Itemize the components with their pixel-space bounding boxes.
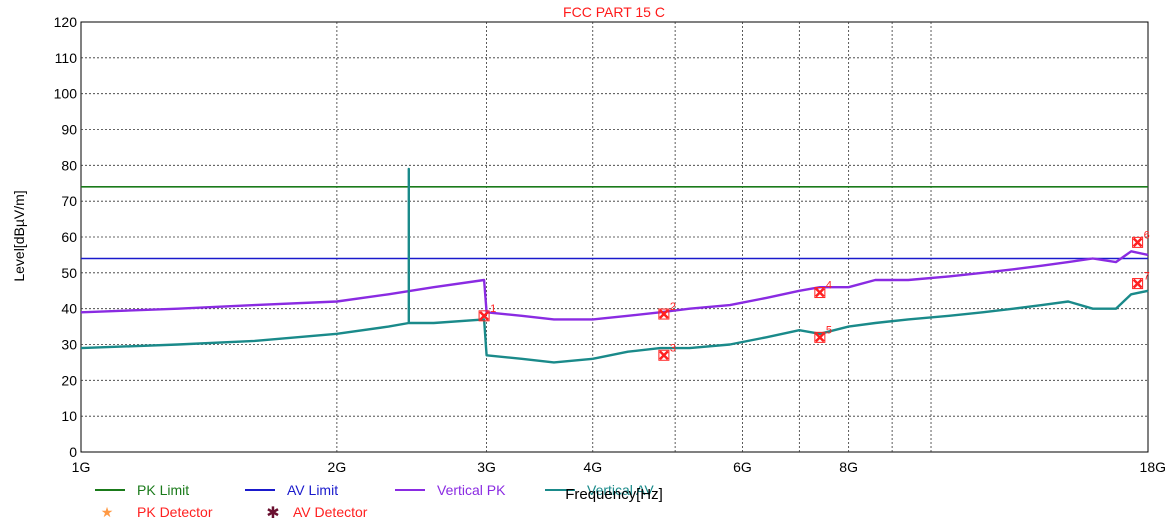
legend-item: ✱ AV Detector bbox=[266, 504, 367, 522]
y-tick-label: 120 bbox=[54, 14, 78, 30]
marker-x-stroke bbox=[659, 350, 669, 361]
y-tick-label: 50 bbox=[61, 265, 77, 281]
legend-item: PK Limit bbox=[95, 482, 189, 498]
x-tick-label: 4G bbox=[583, 459, 602, 475]
legend-label: PK Limit bbox=[137, 482, 189, 498]
legend-label: AV Limit bbox=[287, 482, 338, 498]
legend-item: AV Limit bbox=[245, 482, 338, 498]
legend-label: Vertical PK bbox=[437, 482, 506, 498]
star-icon: ★ bbox=[101, 504, 114, 520]
detector-marker: 5 bbox=[814, 324, 832, 343]
x-tick-label: 2G bbox=[328, 459, 347, 475]
detector-marker: 4 bbox=[814, 280, 832, 299]
marker-box bbox=[814, 287, 826, 299]
x-axis-label: Frequency[Hz] bbox=[565, 486, 663, 503]
series-line-vertical-av bbox=[80, 167, 1149, 364]
legend-label: PK Detector bbox=[137, 504, 213, 520]
chart-title: FCC PART 15 C bbox=[563, 4, 665, 20]
x-tick-label: 8G bbox=[839, 459, 858, 475]
x-tick-label: 18G bbox=[1140, 459, 1166, 475]
marker-box bbox=[1132, 278, 1144, 290]
marker-x-stroke bbox=[659, 309, 669, 319]
marker-box bbox=[814, 331, 826, 343]
y-tick-label: 80 bbox=[61, 157, 77, 173]
y-tick-label: 30 bbox=[61, 337, 77, 353]
marker-box bbox=[1132, 236, 1144, 248]
legend-item: Vertical PK bbox=[395, 482, 506, 498]
legend-label: Vertical AV bbox=[587, 482, 654, 498]
marker-label: 2 bbox=[670, 301, 676, 313]
marker-x-stroke bbox=[479, 310, 489, 321]
series-layer bbox=[80, 167, 1149, 364]
marker-label: 6 bbox=[1144, 229, 1150, 241]
legend-item: ★ PK Detector bbox=[101, 504, 213, 520]
detector-marker: 1 bbox=[478, 303, 496, 322]
markers-layer: 1 2 3 4 5 6 7 bbox=[478, 229, 1150, 361]
y-tick-label: 10 bbox=[61, 408, 77, 424]
x-tick-label: 1G bbox=[72, 459, 91, 475]
marker-x-stroke bbox=[1132, 237, 1143, 248]
asterisk-icon: ✱ bbox=[266, 505, 279, 522]
grid bbox=[81, 22, 1148, 452]
y-tick-label: 0 bbox=[69, 444, 77, 460]
legend-label: AV Detector bbox=[293, 504, 368, 520]
marker-x-stroke bbox=[814, 287, 825, 298]
y-tick-label: 100 bbox=[54, 86, 78, 102]
detector-marker: 6 bbox=[1132, 229, 1150, 248]
marker-label: 7 bbox=[1144, 271, 1150, 283]
x-tick-label: 3G bbox=[477, 459, 496, 475]
marker-label: 3 bbox=[670, 342, 676, 354]
series-line-vertical-pk bbox=[80, 250, 1149, 321]
marker-box bbox=[658, 349, 670, 361]
detector-marker: 3 bbox=[658, 342, 676, 361]
marker-label: 4 bbox=[826, 280, 832, 292]
detector-marker: 2 bbox=[658, 301, 676, 320]
y-tick-label: 90 bbox=[61, 122, 77, 138]
marker-box bbox=[478, 310, 490, 322]
marker-label: 5 bbox=[826, 324, 832, 336]
tick-labels: 0 10 20 30 40 50 60 70 80 90 100 110 120 1G 2G 3G 4G 6G 8G… bbox=[54, 14, 1166, 475]
y-axis-label: Level[dBµV/m] bbox=[11, 190, 27, 281]
marker-x-stroke bbox=[1132, 278, 1143, 289]
legend: PK Limit AV Limit Vertical PK Vertical AV ★ P… bbox=[95, 482, 654, 522]
y-tick-label: 70 bbox=[61, 193, 77, 209]
marker-x-stroke bbox=[814, 332, 825, 343]
y-tick-label: 20 bbox=[61, 372, 77, 388]
y-tick-label: 60 bbox=[61, 229, 77, 245]
legend-item: Vertical AV bbox=[545, 482, 654, 498]
marker-box bbox=[658, 308, 670, 320]
marker-label: 1 bbox=[490, 303, 496, 315]
y-tick-label: 40 bbox=[61, 301, 77, 317]
x-tick-label: 6G bbox=[733, 459, 752, 475]
y-tick-label: 110 bbox=[55, 50, 78, 66]
detector-marker: 7 bbox=[1132, 271, 1150, 290]
